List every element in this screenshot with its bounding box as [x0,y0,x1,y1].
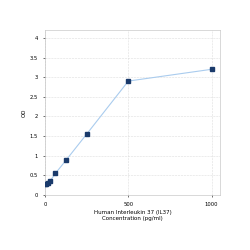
X-axis label: Human Interleukin 37 (IL37)
Concentration (pg/ml): Human Interleukin 37 (IL37) Concentratio… [94,210,172,220]
Y-axis label: OD: OD [22,108,27,117]
